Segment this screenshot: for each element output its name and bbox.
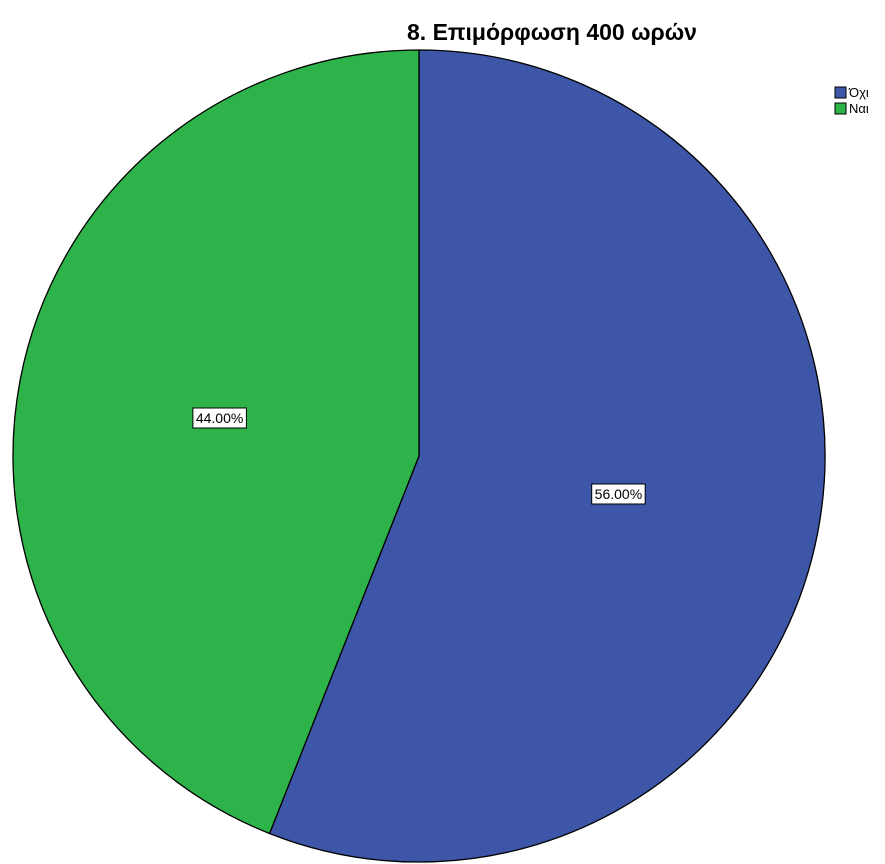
legend: Όχι Ναι	[834, 85, 869, 116]
data-label-box-ochi	[591, 483, 646, 505]
data-label-ochi: 56.00%	[591, 483, 646, 505]
legend-label-ochi: Όχι	[848, 85, 869, 100]
data-label-nai: 44.00%	[192, 407, 247, 429]
pie-slice-ochi	[268, 49, 826, 863]
legend-swatch-ochi	[834, 86, 847, 99]
data-labels: 56.00% 44.00%	[192, 407, 646, 505]
pie-slice-nai	[12, 49, 420, 835]
data-label-box-nai	[192, 407, 247, 429]
data-label-text-nai: 44.00%	[196, 410, 243, 426]
data-label-text-ochi: 56.00%	[595, 486, 642, 502]
legend-swatch-nai	[834, 102, 847, 115]
legend-label-nai: Ναι	[849, 101, 869, 116]
pie-slices	[12, 49, 826, 863]
chart-title: 8. Επιμόρφωση 400 ωρών	[407, 19, 697, 45]
